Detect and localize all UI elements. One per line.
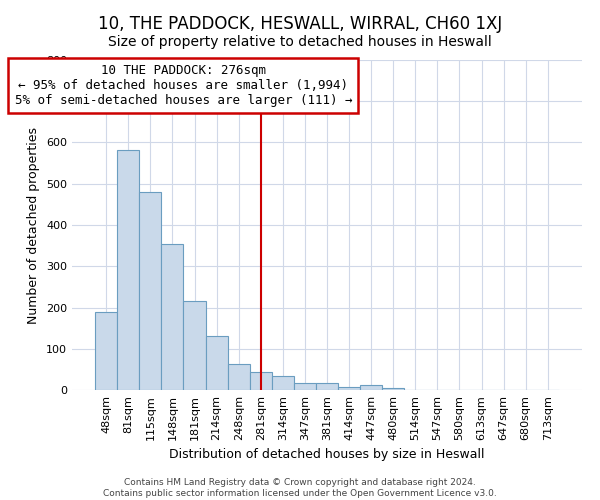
- Bar: [227, 364, 250, 390]
- Y-axis label: Number of detached properties: Number of detached properties: [28, 126, 40, 324]
- Bar: [139, 192, 161, 390]
- Bar: [95, 312, 117, 390]
- Text: Contains HM Land Registry data © Crown copyright and database right 2024.
Contai: Contains HM Land Registry data © Crown c…: [103, 478, 497, 498]
- Bar: [250, 372, 272, 390]
- Text: Size of property relative to detached houses in Heswall: Size of property relative to detached ho…: [108, 35, 492, 49]
- Bar: [382, 388, 404, 390]
- X-axis label: Distribution of detached houses by size in Heswall: Distribution of detached houses by size …: [169, 448, 485, 462]
- Bar: [338, 386, 360, 390]
- Bar: [272, 376, 294, 390]
- Text: 10 THE PADDOCK: 276sqm
← 95% of detached houses are smaller (1,994)
5% of semi-d: 10 THE PADDOCK: 276sqm ← 95% of detached…: [15, 64, 352, 107]
- Bar: [161, 244, 184, 390]
- Bar: [316, 383, 338, 390]
- Bar: [360, 385, 382, 390]
- Text: 10, THE PADDOCK, HESWALL, WIRRAL, CH60 1XJ: 10, THE PADDOCK, HESWALL, WIRRAL, CH60 1…: [98, 15, 502, 33]
- Bar: [206, 336, 227, 390]
- Bar: [294, 383, 316, 390]
- Bar: [184, 302, 206, 390]
- Bar: [117, 150, 139, 390]
